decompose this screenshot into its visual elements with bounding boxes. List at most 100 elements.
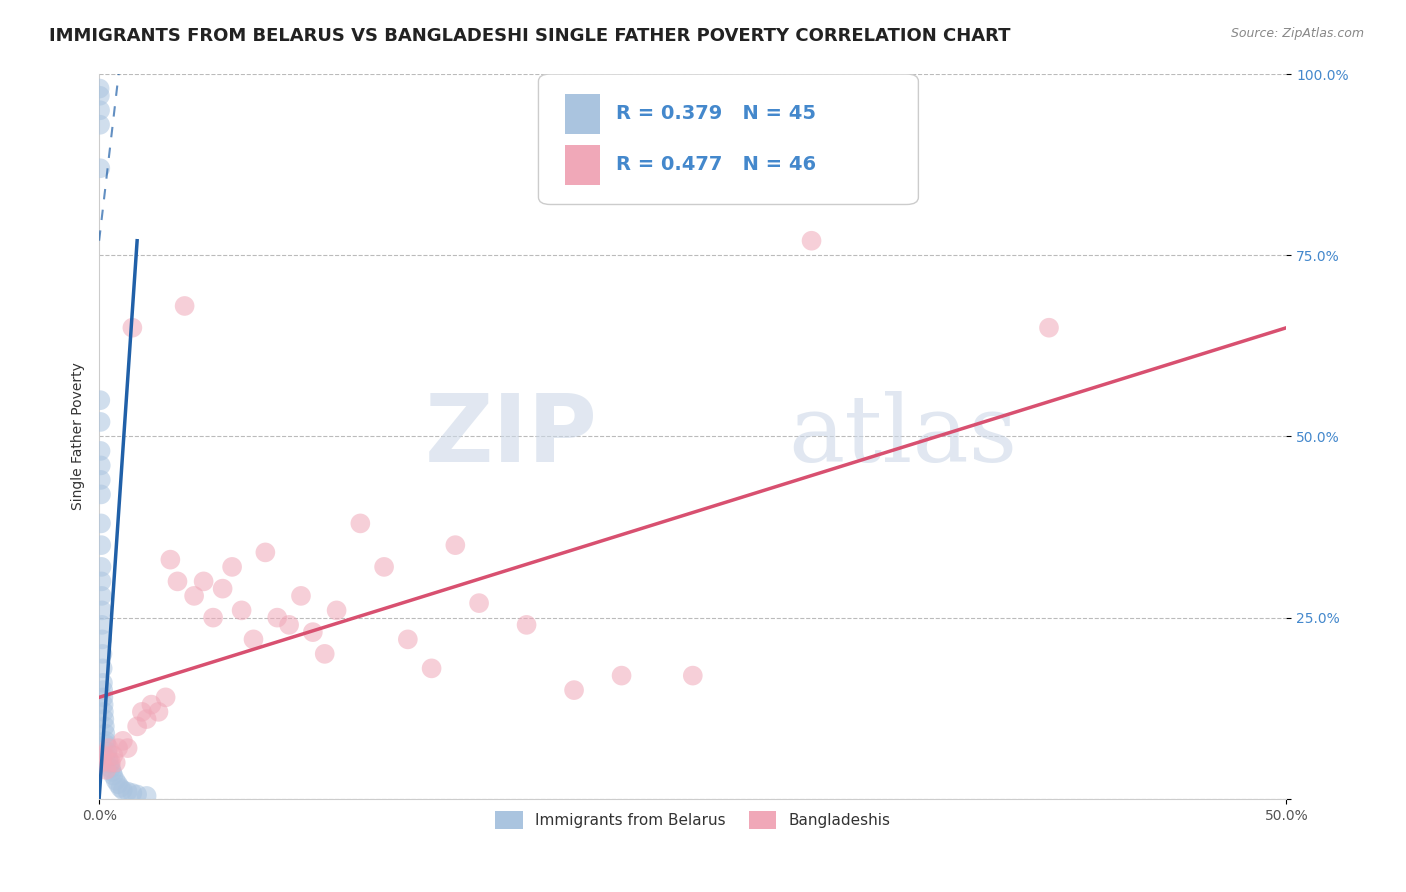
Point: [155, 690, 177, 705]
Point: [100, 761, 122, 775]
Point: [100, 756, 122, 770]
Point: [135, 789, 157, 803]
Point: [96, 745, 118, 759]
Point: [148, 705, 170, 719]
Y-axis label: Single Father Poverty: Single Father Poverty: [72, 362, 86, 510]
Point: [91, 676, 114, 690]
Point: [166, 574, 188, 589]
Point: [111, 783, 134, 797]
Point: [107, 741, 129, 756]
Point: [373, 560, 395, 574]
Text: atlas: atlas: [787, 392, 1017, 482]
Point: [111, 734, 134, 748]
FancyBboxPatch shape: [565, 145, 600, 185]
Point: [183, 589, 205, 603]
Point: [93, 705, 115, 719]
Point: [90, 458, 112, 473]
Point: [193, 574, 215, 589]
Text: R = 0.379   N = 45: R = 0.379 N = 45: [616, 104, 815, 123]
Point: [89, 118, 111, 132]
Point: [90, 756, 112, 770]
Point: [91, 661, 114, 675]
Point: [104, 773, 127, 788]
Point: [135, 712, 157, 726]
Point: [97, 752, 120, 766]
Point: [117, 741, 139, 756]
Point: [302, 625, 325, 640]
Point: [290, 589, 312, 603]
Point: [93, 698, 115, 712]
Point: [97, 741, 120, 756]
Text: IMMIGRANTS FROM BELARUS VS BANGLADESHI SINGLE FATHER POVERTY CORRELATION CHART: IMMIGRANTS FROM BELARUS VS BANGLADESHI S…: [49, 27, 1011, 45]
Point: [91, 683, 114, 698]
Point: [93, 748, 115, 763]
Legend: Immigrants from Belarus, Bangladeshis: Immigrants from Belarus, Bangladeshis: [489, 805, 897, 835]
Point: [173, 299, 195, 313]
Point: [90, 516, 112, 531]
Point: [89, 88, 111, 103]
Point: [562, 683, 585, 698]
Point: [682, 668, 704, 682]
Text: Source: ZipAtlas.com: Source: ZipAtlas.com: [1230, 27, 1364, 40]
Point: [90, 444, 112, 458]
Point: [349, 516, 371, 531]
Point: [96, 763, 118, 777]
Point: [254, 545, 277, 559]
Point: [94, 719, 117, 733]
Point: [94, 734, 117, 748]
Point: [202, 610, 225, 624]
Point: [211, 582, 233, 596]
Point: [396, 632, 419, 647]
Point: [231, 603, 253, 617]
Point: [89, 393, 111, 408]
Point: [96, 738, 118, 752]
Point: [91, 618, 114, 632]
Point: [98, 757, 121, 772]
Point: [103, 769, 125, 783]
Point: [89, 81, 111, 95]
Point: [110, 780, 132, 795]
Point: [420, 661, 443, 675]
Point: [93, 690, 115, 705]
Point: [121, 786, 143, 800]
Point: [104, 756, 127, 770]
Point: [266, 610, 288, 624]
Point: [90, 487, 112, 501]
Point: [90, 574, 112, 589]
Point: [127, 788, 149, 802]
Point: [278, 618, 301, 632]
Point: [90, 560, 112, 574]
Point: [90, 538, 112, 552]
Point: [89, 161, 111, 176]
Point: [89, 103, 111, 118]
Point: [468, 596, 491, 610]
Point: [93, 712, 115, 726]
Point: [90, 415, 112, 429]
Point: [94, 726, 117, 740]
Point: [314, 647, 336, 661]
Point: [91, 647, 114, 661]
Point: [516, 618, 538, 632]
Point: [121, 320, 143, 334]
Point: [90, 589, 112, 603]
Point: [610, 668, 633, 682]
FancyBboxPatch shape: [565, 94, 600, 134]
Point: [90, 473, 112, 487]
Point: [127, 719, 149, 733]
Point: [91, 603, 114, 617]
Point: [444, 538, 467, 552]
FancyBboxPatch shape: [538, 74, 918, 204]
Point: [103, 748, 125, 763]
Point: [325, 603, 347, 617]
Text: ZIP: ZIP: [425, 391, 598, 483]
Point: [1038, 320, 1060, 334]
Point: [159, 552, 181, 566]
Point: [141, 698, 163, 712]
Point: [101, 764, 124, 779]
Point: [131, 705, 153, 719]
Point: [117, 784, 139, 798]
Point: [91, 632, 114, 647]
Point: [242, 632, 264, 647]
Point: [800, 234, 823, 248]
Point: [221, 560, 243, 574]
